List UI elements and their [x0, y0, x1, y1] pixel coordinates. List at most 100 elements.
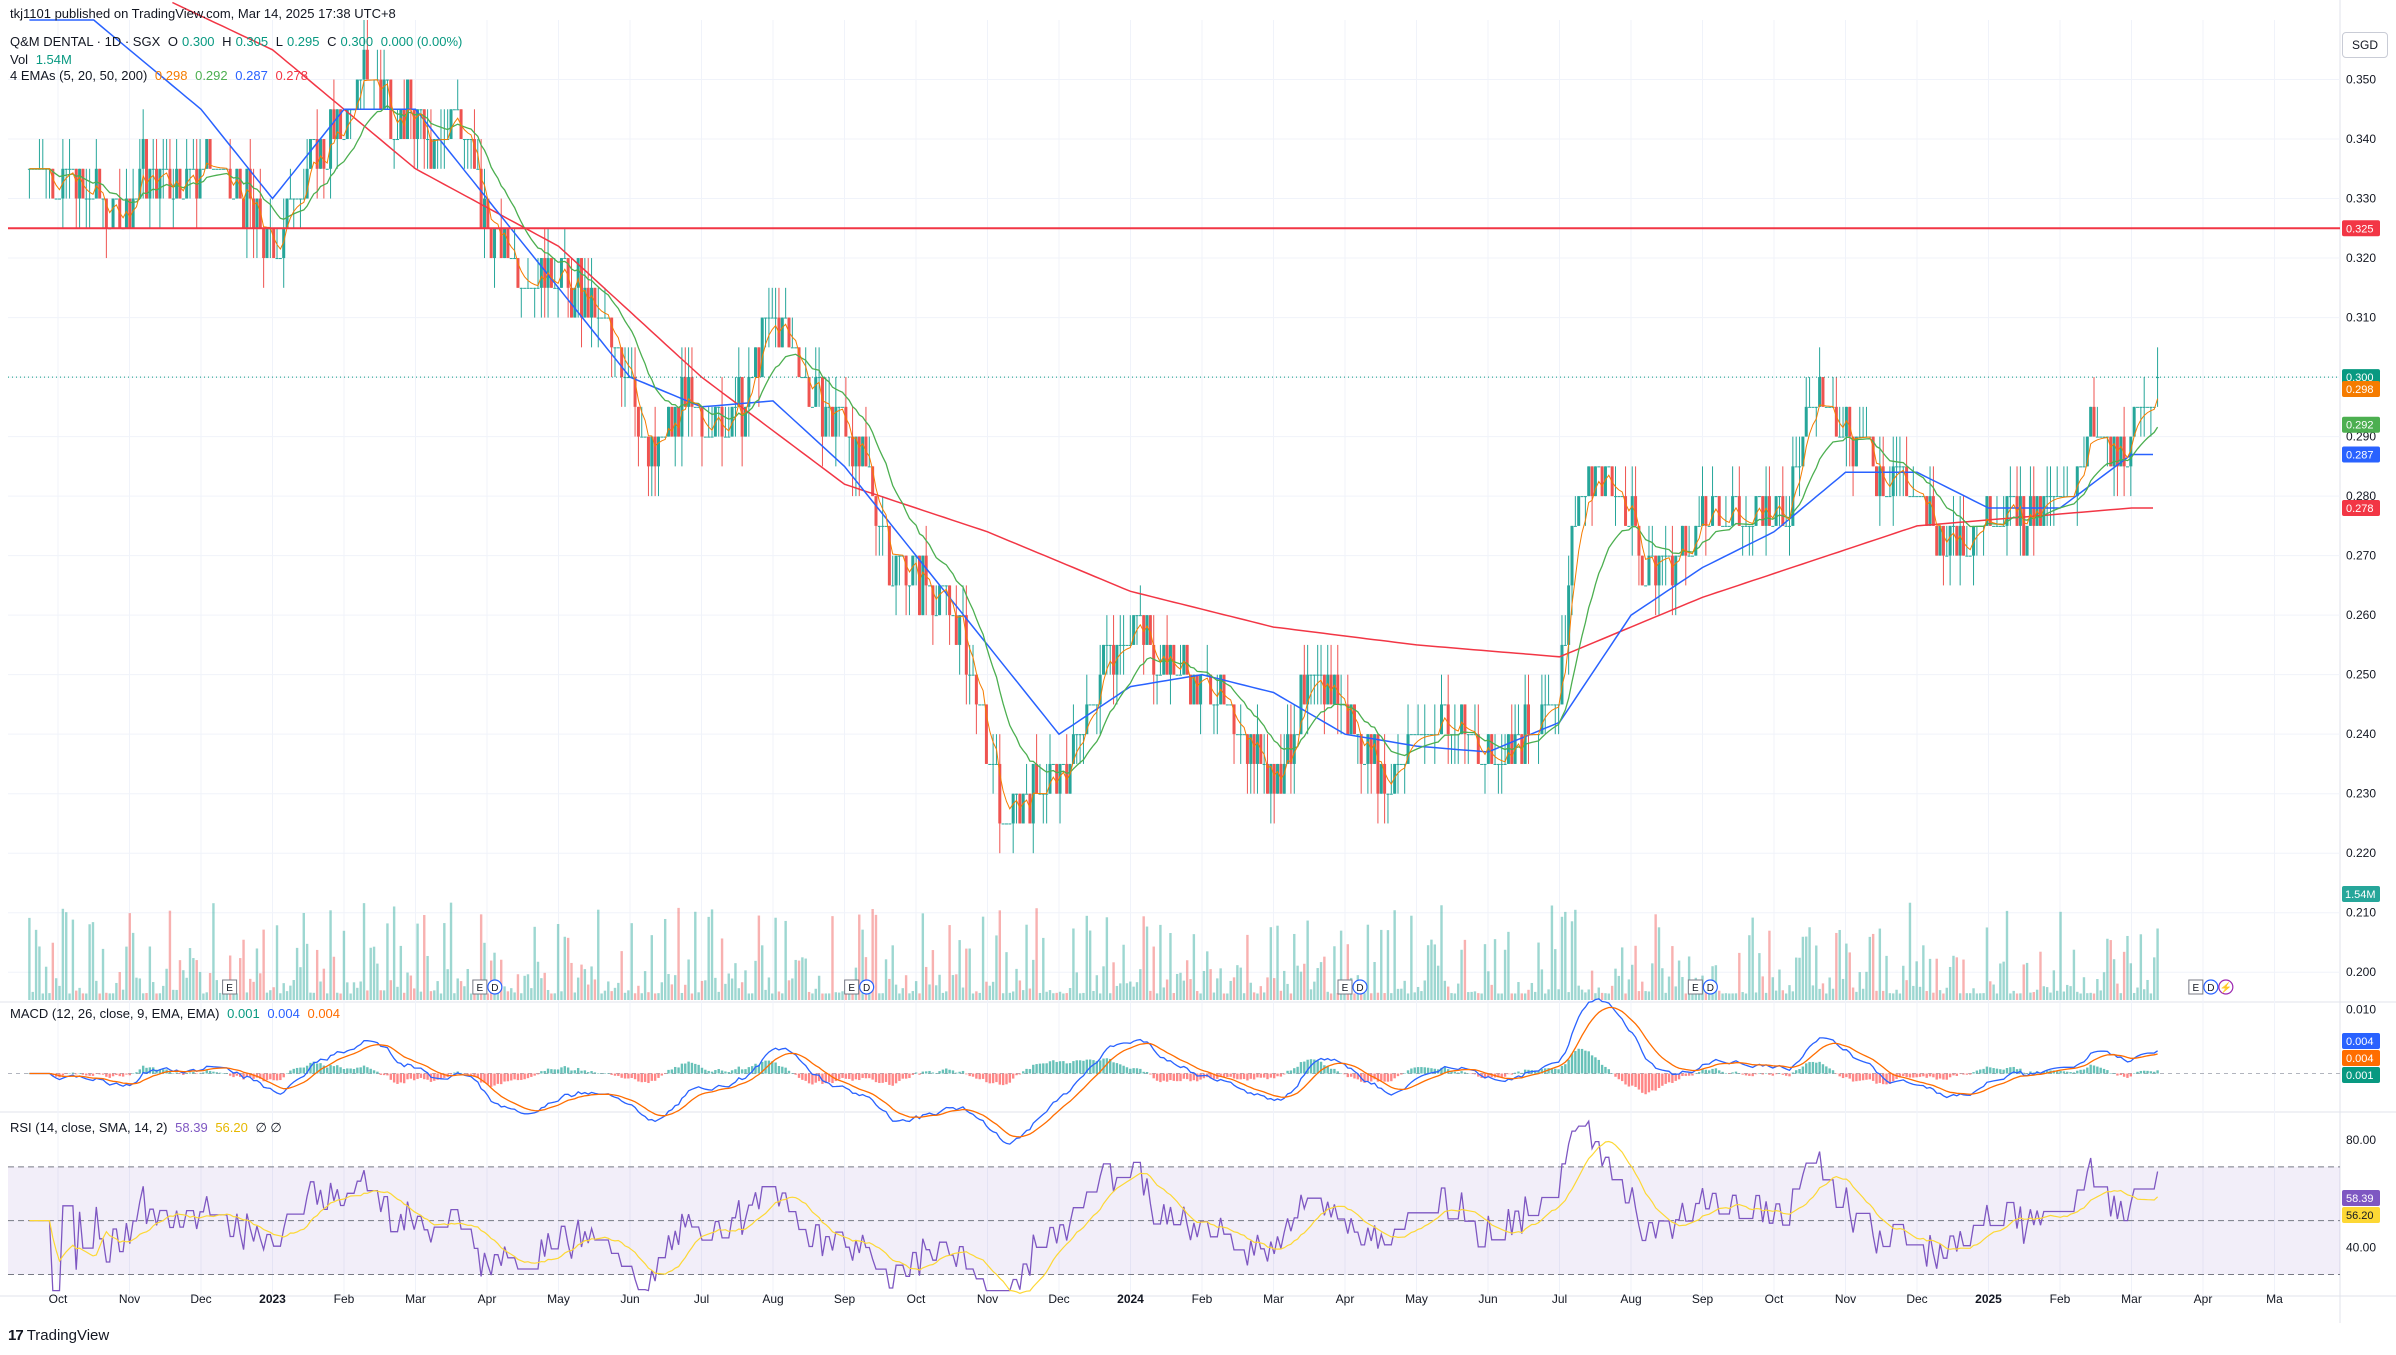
macd-histogram-bar	[2112, 1073, 2116, 1074]
macd-histogram-bar	[951, 1070, 955, 1074]
volume-bar	[1149, 990, 1152, 1000]
volume-bar	[1011, 991, 1015, 1000]
macd-histogram-bar	[1433, 1068, 1437, 1074]
macd-histogram-bar	[443, 1073, 446, 1078]
candle-body	[2136, 406, 2140, 408]
volume-bar	[1487, 971, 1490, 1000]
volume-bar	[1784, 993, 1788, 1000]
macd-histogram-bar	[674, 1066, 677, 1074]
macd-histogram-bar	[1982, 1068, 1985, 1074]
macd-histogram-bar	[2022, 1072, 2025, 1074]
price-tick-label: 0.340	[2346, 132, 2376, 146]
volume-bar	[1838, 929, 1841, 1000]
volume-bar	[1999, 963, 2002, 1000]
volume-bar	[1979, 993, 1982, 1000]
volume-bar	[1420, 991, 1423, 1000]
macd-histogram-bar	[1865, 1073, 1868, 1080]
macd-histogram-bar	[2096, 1066, 2099, 1074]
macd-histogram-bar	[295, 1067, 299, 1074]
volume-bar	[148, 946, 152, 1000]
volume-bar	[1309, 989, 1313, 1000]
symbol-name[interactable]: Q&M DENTAL · 1D · SGX	[10, 34, 161, 49]
candle-body	[1503, 763, 1507, 765]
candle-body	[161, 168, 165, 170]
macd-histogram-bar	[1617, 1073, 1621, 1080]
ema-legend[interactable]: 4 EMAs (5, 20, 50, 200) 0.298 0.292 0.28…	[10, 68, 312, 83]
volume-bar	[640, 993, 643, 1000]
tradingview-footer[interactable]: 17 TradingView	[8, 1327, 109, 1344]
macd-histogram-bar	[245, 1073, 249, 1077]
time-tick-label: Mar	[1263, 1292, 1284, 1306]
candle-body	[1423, 734, 1427, 736]
candle-body	[379, 79, 383, 110]
candle-body	[1781, 496, 1785, 526]
macd-histogram-bar	[2109, 1073, 2112, 1074]
candle-body	[549, 258, 553, 288]
macd-histogram-bar	[1908, 1073, 1912, 1078]
macd-histogram-bar	[1072, 1061, 1075, 1074]
candle-body	[1015, 793, 1019, 795]
volume-bar	[797, 960, 801, 1000]
volume-bar	[1373, 961, 1376, 1000]
candle-body	[1637, 525, 1641, 556]
macd-histogram-bar	[208, 1070, 212, 1074]
candle-body	[814, 377, 818, 407]
macd-histogram-bar	[2072, 1072, 2076, 1074]
volume-bar	[389, 980, 392, 1000]
volume-bar	[1855, 991, 1858, 1000]
volume-bar	[1761, 976, 1764, 1000]
volume-bar	[1380, 929, 1383, 1000]
macd-histogram-bar	[242, 1073, 245, 1080]
volume-bar	[576, 977, 580, 1000]
volume-bar	[1751, 917, 1754, 1000]
candle-body	[1178, 674, 1182, 676]
time-tick-label: Aug	[1620, 1292, 1641, 1306]
volume-bar	[1470, 991, 1473, 1000]
volume-bar	[837, 992, 841, 1000]
volume-legend[interactable]: Vol 1.54M	[10, 52, 76, 67]
candle-body	[1235, 734, 1239, 736]
candle-body	[857, 436, 861, 467]
volume-bar	[1028, 988, 1032, 1000]
candle-body	[723, 436, 727, 438]
volume-bar	[566, 937, 570, 1000]
volume-bar	[627, 990, 630, 1000]
macd-histogram-bar	[985, 1073, 988, 1083]
macd-histogram-bar	[1945, 1073, 1948, 1080]
volume-bar	[928, 984, 931, 1000]
macd-histogram-bar	[1734, 1071, 1738, 1074]
macd-histogram-bar	[1390, 1073, 1393, 1082]
macd-histogram-bar	[1701, 1069, 1704, 1074]
volume-bar	[1788, 985, 1791, 1000]
macd-histogram-bar	[1979, 1069, 1982, 1074]
currency-button[interactable]: SGD	[2342, 32, 2388, 58]
candle-body	[362, 49, 366, 80]
macd-histogram-bar	[757, 1064, 761, 1074]
volume-bar	[382, 990, 386, 1000]
candle-body	[319, 139, 323, 169]
volume-bar	[988, 985, 991, 1000]
symbol-legend[interactable]: Q&M DENTAL · 1D · SGX O 0.300 H 0.305 L 0.2…	[10, 34, 466, 49]
macd-histogram-bar	[1540, 1069, 1544, 1074]
rsi-legend[interactable]: RSI (14, close, SMA, 14, 2) 58.39 56.20 …	[10, 1120, 286, 1136]
candle-body	[563, 258, 567, 260]
volume-bar	[520, 993, 523, 1000]
candle-body	[131, 198, 135, 229]
candle-body	[175, 168, 179, 199]
candle-body	[660, 436, 664, 438]
volume-bar	[1473, 991, 1477, 1000]
volume-bar	[1216, 978, 1219, 1000]
candle-body	[1630, 496, 1634, 526]
volume-bar	[1032, 959, 1035, 1000]
volume-bar	[225, 993, 229, 1000]
macd-histogram-bar	[1704, 1069, 1708, 1074]
candle-body	[847, 436, 851, 438]
candle-body	[1162, 644, 1166, 675]
rsi-badge	[2342, 1190, 2380, 1206]
volume-bar	[2055, 990, 2059, 1000]
macd-legend[interactable]: MACD (12, 26, close, 9, EMA, EMA) 0.001 …	[10, 1006, 344, 1021]
macd-histogram-bar	[1600, 1064, 1604, 1074]
candle-body	[1891, 466, 1895, 497]
macd-histogram-bar	[1092, 1060, 1095, 1074]
